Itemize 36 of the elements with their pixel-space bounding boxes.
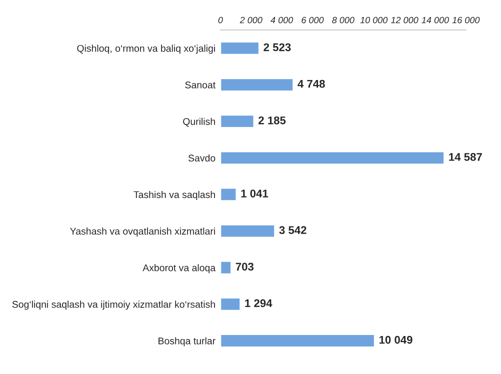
bar bbox=[220, 224, 276, 238]
y-tick-label: Yashash va ovqatlanish xizmatlari bbox=[70, 228, 215, 237]
bar bbox=[220, 334, 376, 348]
y-tick-label: Qurilish bbox=[183, 118, 215, 127]
x-tick-label: 6 000 bbox=[302, 16, 324, 24]
data-label: 703 bbox=[236, 262, 254, 271]
x-tick-label: 0 bbox=[218, 16, 223, 24]
data-label: 1 041 bbox=[241, 190, 268, 198]
y-tick-label: Sog‘liqni saqlash va ijtimoiy xizmatlar ko‘rsatish bbox=[12, 300, 215, 310]
data-label: 2 523 bbox=[264, 43, 291, 52]
y-tick-label: Qishloq, o‘rmon va baliq xo‘jaligi bbox=[77, 44, 215, 54]
x-tick-label: 12 000 bbox=[390, 16, 418, 24]
y-tick-label: Axborot va aloqa bbox=[142, 264, 216, 274]
x-tick-label: 14 000 bbox=[422, 16, 449, 24]
data-label: 4 748 bbox=[298, 80, 325, 88]
data-label: 10 049 bbox=[379, 336, 412, 344]
y-tick-label: Savdo bbox=[188, 154, 216, 162]
x-tick-label: 2 000 bbox=[240, 16, 262, 24]
y-tick-label: Sanoat bbox=[185, 82, 216, 88]
data-label: 2 185 bbox=[258, 116, 286, 124]
x-tick-label: 4 000 bbox=[270, 16, 294, 24]
x-tick-label: 8 000 bbox=[332, 16, 354, 24]
y-tick-label: Tashish va saqlash bbox=[134, 190, 215, 200]
bar bbox=[220, 78, 294, 92]
bar bbox=[220, 41, 260, 56]
bar bbox=[220, 150, 445, 166]
data-label: 1 294 bbox=[245, 299, 272, 308]
y-tick-label: Boshqa turlar bbox=[158, 337, 216, 346]
x-tick-label: 10 000 bbox=[360, 16, 388, 24]
bar bbox=[220, 114, 255, 128]
bar bbox=[220, 297, 241, 312]
bar bbox=[220, 260, 232, 275]
data-label: 3 542 bbox=[279, 226, 306, 234]
bar bbox=[220, 187, 238, 202]
data-label: 14 587 bbox=[449, 153, 482, 161]
x-tick-label: 16 000 bbox=[452, 16, 480, 24]
